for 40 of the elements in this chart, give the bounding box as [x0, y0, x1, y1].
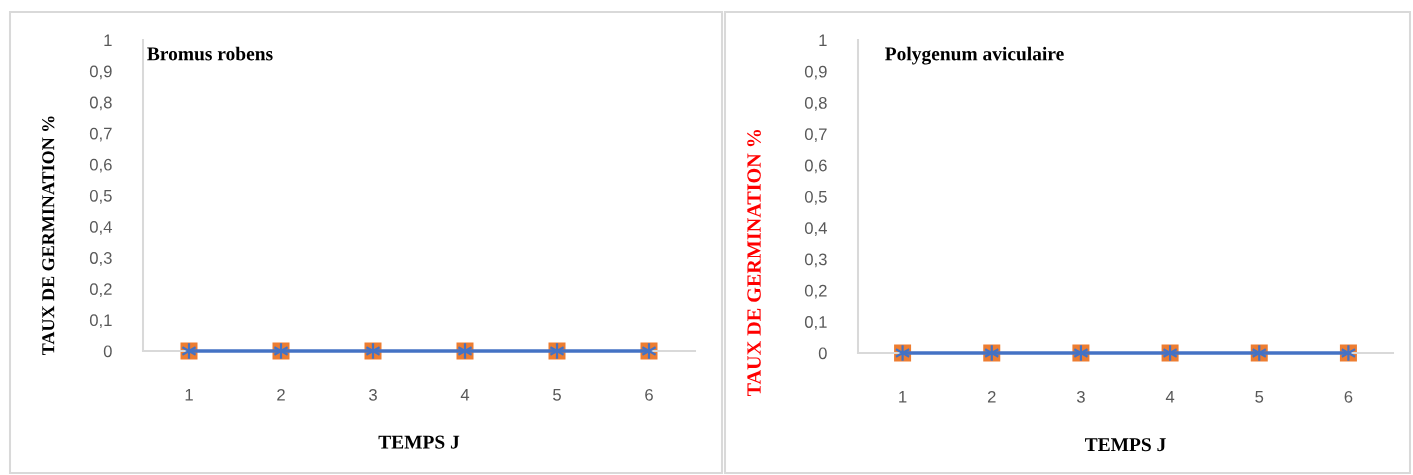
x-tick-label: 2: [987, 390, 996, 403]
x-tick-label: 3: [1076, 390, 1085, 403]
y-tick-label: 1: [819, 34, 827, 47]
y-tick-label: 0,9: [804, 65, 827, 80]
y-tick-label: 0,2: [89, 283, 112, 297]
y-tick-label: 0,6: [89, 158, 112, 173]
x-tick-label: 4: [460, 389, 470, 401]
x-tick-label: 2: [277, 388, 285, 401]
x-axis-title: TEMPS J: [378, 435, 460, 449]
y-tick-label: 0,6: [804, 159, 827, 174]
y-axis-title: TAUX DE GERMINATION %: [42, 116, 55, 356]
y-tick-label: 0: [103, 345, 112, 358]
y-tick-label: 0,8: [804, 97, 827, 111]
y-tick-label: 0: [818, 347, 827, 360]
y-tick-label: 0,7: [804, 128, 827, 143]
y-tick-label: 0,5: [89, 189, 112, 204]
y-tick-label: 1: [104, 34, 112, 47]
y-tick-label: 0,1: [804, 316, 827, 330]
x-tick-label: 6: [645, 388, 653, 401]
y-tick-label: 0,1: [89, 314, 112, 329]
y-tick-label: 0,5: [804, 190, 827, 205]
x-tick-label: 4: [1165, 391, 1175, 403]
x-tick-label: 3: [369, 388, 377, 401]
y-tick-label: 0,2: [804, 284, 827, 299]
chart-title: Bromus robens: [147, 46, 273, 61]
x-tick-label: 6: [1344, 390, 1353, 403]
y-tick-label: 0,3: [804, 253, 827, 268]
x-tick-label: 1: [899, 391, 907, 403]
x-tick-label: 5: [553, 389, 561, 401]
chart-title: Polygenum aviculaire: [885, 46, 1064, 65]
x-tick-label: 1: [185, 389, 193, 401]
y-tick-label: 0,4: [804, 222, 827, 236]
x-tick-label: 5: [1255, 391, 1264, 403]
x-axis-title: TEMPS J: [1085, 438, 1166, 452]
y-tick-label: 0,8: [89, 96, 112, 111]
y-tick-label: 0,7: [89, 127, 112, 142]
y-axis-title: TAUX DE GERMINATION %: [747, 129, 761, 397]
y-tick-label: 0,3: [89, 252, 112, 266]
y-tick-label: 0,9: [89, 65, 112, 80]
y-tick-label: 0,4: [89, 221, 112, 235]
